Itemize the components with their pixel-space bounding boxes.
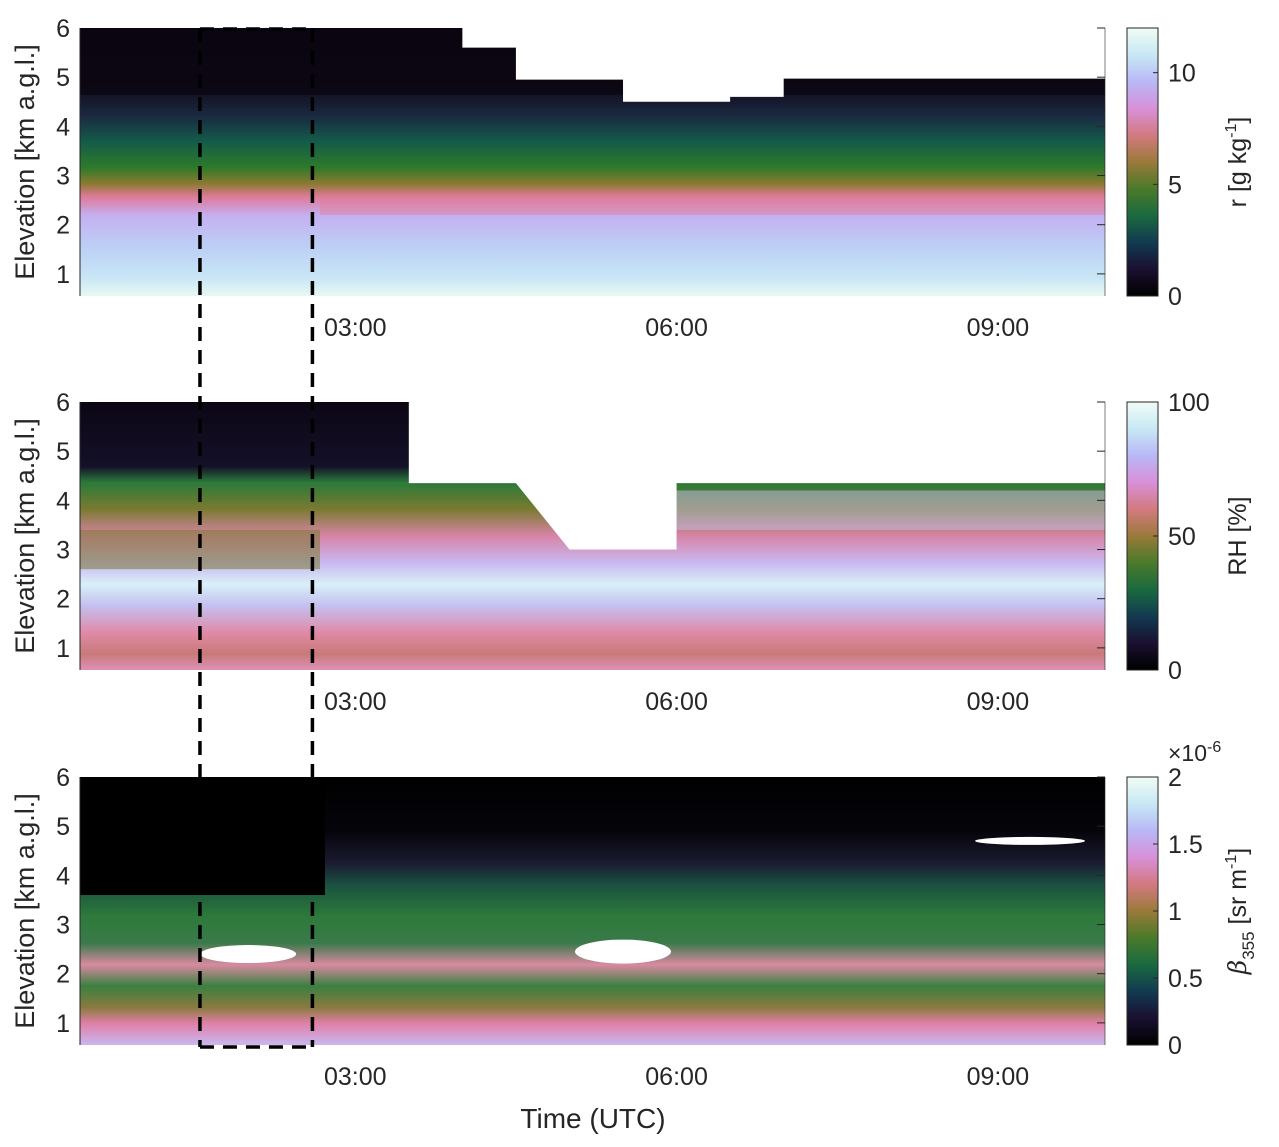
colorbar-label: RH [%]	[1224, 496, 1252, 575]
colorbar-scale	[1126, 776, 1159, 1046]
y-tick-label: 5	[56, 813, 70, 841]
colorbar-label: β355 [sr m-1]	[1223, 848, 1258, 976]
colorbar-exponent: ×10-6	[1168, 739, 1221, 766]
colorbar-tick-label: 0.5	[1168, 965, 1203, 993]
missing-data-mask	[462, 28, 1105, 102]
x-tick-label: 09:00	[967, 688, 1030, 716]
x-tick-label: 06:00	[645, 314, 708, 342]
x-tick-label: 09:00	[967, 1063, 1030, 1091]
colorbar: 0 5 10 r [g kg-1]	[1126, 27, 1252, 311]
x-tick-label: 03:00	[324, 314, 387, 342]
missing-data-mask	[408, 402, 1106, 550]
colorbar: 0 0.5 1 1.5 2 β355 [sr m-1] ×10-6	[1126, 739, 1258, 1060]
y-tick-label: 4	[56, 487, 70, 515]
y-tick-label: 2	[56, 586, 70, 614]
humid-band	[674, 490, 1105, 530]
colorbar: 0 50 100 RH [%]	[1126, 389, 1252, 685]
colorbar-tick-label: 100	[1168, 389, 1210, 417]
y-tick-label: 6	[56, 389, 70, 417]
panel-2: 1 2 3 4 5 6 03:00 06:00 09:00 Elevation [km a.g.l…	[10, 389, 1252, 716]
colorbar-scale	[1126, 401, 1159, 671]
colorbar-tick-label: 1	[1168, 898, 1182, 926]
panel-3: 1 2 3 4 5 6 03:00 06:00 09:00 Elevation [km a.g.l…	[10, 739, 1258, 1091]
y-axis-label: Elevation [km a.g.l.]	[10, 418, 40, 654]
y-tick-label: 2	[56, 212, 70, 240]
saturated-feature	[975, 836, 1086, 845]
y-tick-label: 1	[56, 1010, 70, 1038]
x-tick-label: 03:00	[324, 1063, 387, 1091]
colorbar-tick-label: 50	[1168, 523, 1196, 551]
y-tick-label: 3	[56, 912, 70, 940]
y-tick-label: 5	[56, 64, 70, 92]
colorbar-tick-label: 1.5	[1168, 831, 1203, 859]
clear-region	[80, 777, 325, 896]
y-tick-label: 3	[56, 163, 70, 191]
x-tick-label: 03:00	[324, 688, 387, 716]
colorbar-tick-label: 10	[1168, 60, 1196, 88]
y-tick-label: 1	[56, 261, 70, 289]
dashed-time-window	[198, 27, 315, 1049]
y-tick-label: 3	[56, 537, 70, 565]
y-tick-label: 6	[56, 764, 70, 792]
y-tick-label: 6	[56, 15, 70, 43]
x-axis-label: Time (UTC)	[520, 1103, 665, 1134]
colorbar-tick-label: 0	[1168, 1032, 1182, 1060]
colorbar-scale	[1126, 27, 1159, 297]
x-tick-label: 06:00	[645, 688, 708, 716]
colorbar-tick-label: 0	[1168, 657, 1182, 685]
x-tick-label: 06:00	[645, 1063, 708, 1091]
colorbar-tick-label: 5	[1168, 171, 1182, 199]
y-tick-label: 4	[56, 862, 70, 890]
y-tick-label: 5	[56, 438, 70, 466]
colorbar-tick-label: 0	[1168, 283, 1182, 311]
y-axis-label: Elevation [km a.g.l.]	[10, 44, 40, 280]
y-axis-label: Elevation [km a.g.l.]	[10, 793, 40, 1029]
saturated-feature	[575, 939, 672, 964]
x-tick-label: 09:00	[967, 314, 1030, 342]
y-tick-label: 4	[56, 113, 70, 141]
saturated-feature	[200, 945, 297, 964]
y-tick-label: 2	[56, 961, 70, 989]
y-tick-label: 1	[56, 635, 70, 663]
moist-layer-edge	[320, 200, 1105, 215]
colorbar-tick-label: 2	[1168, 764, 1182, 792]
colorbar-label: r [g kg-1]	[1223, 117, 1252, 208]
panel-1: 1 2 3 4 5 6 03:00 06:00 09:00 Elevation [km a.g.l…	[10, 15, 1252, 342]
